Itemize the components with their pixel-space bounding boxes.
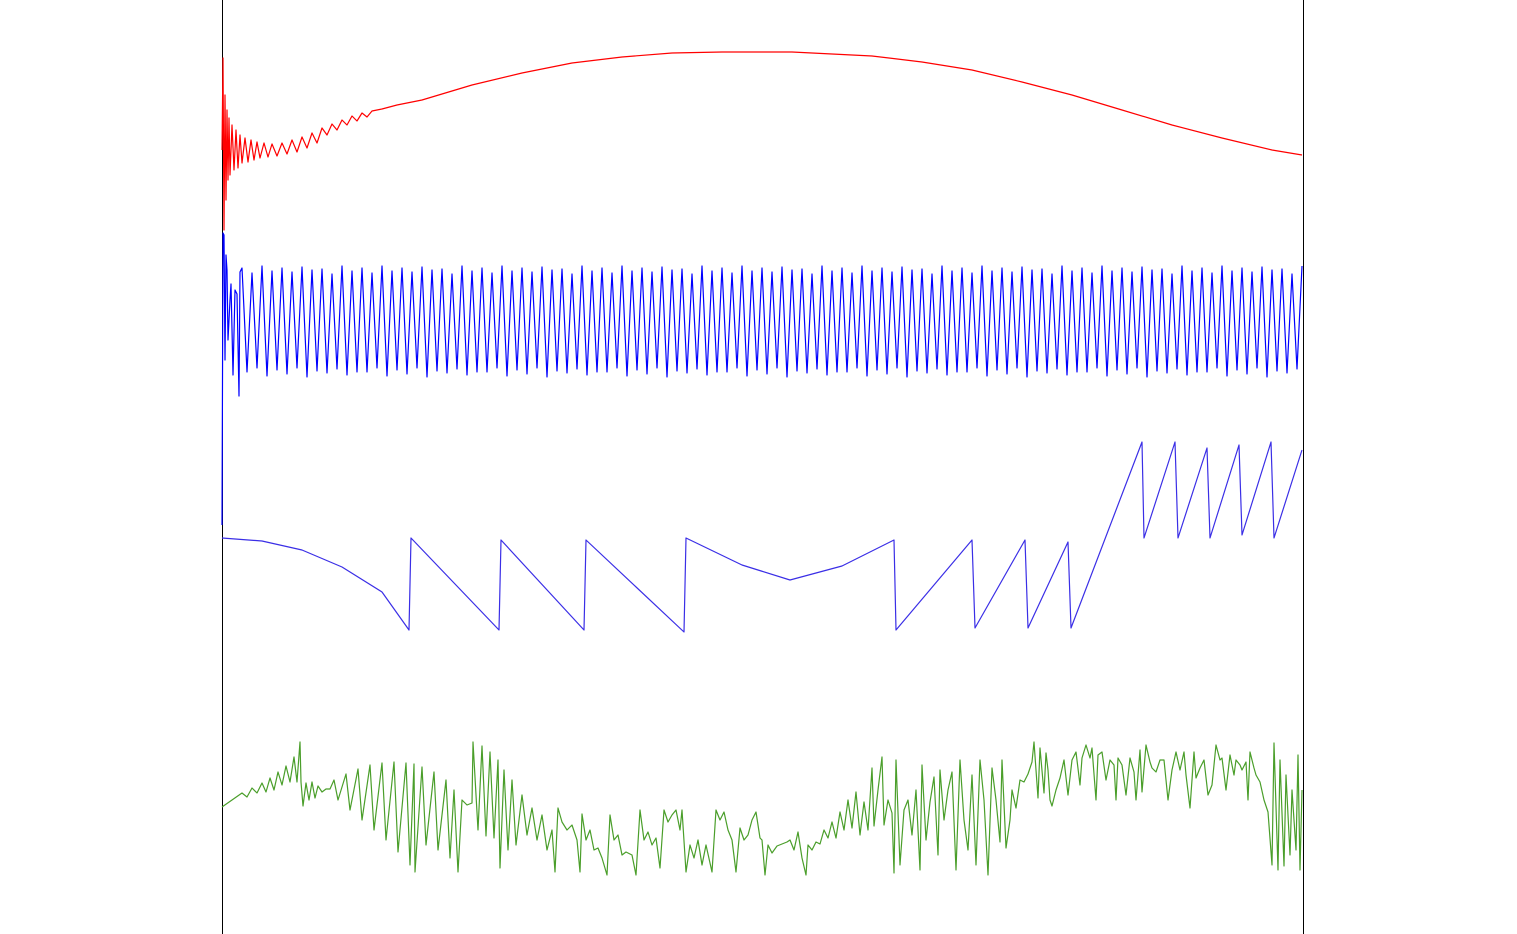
series-line-3	[221, 441, 1303, 633]
series-layer	[221, 51, 1303, 876]
series-line-1	[221, 51, 1303, 231]
series-line-4	[221, 741, 1303, 876]
series-line-2	[221, 232, 1303, 526]
